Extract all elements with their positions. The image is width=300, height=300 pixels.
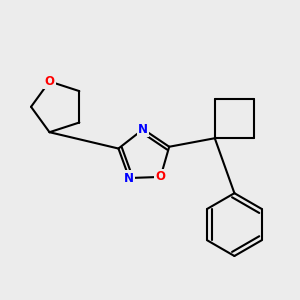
Text: N: N [138,123,148,136]
Text: O: O [155,170,166,183]
Text: N: N [124,172,134,184]
Text: O: O [44,75,55,88]
